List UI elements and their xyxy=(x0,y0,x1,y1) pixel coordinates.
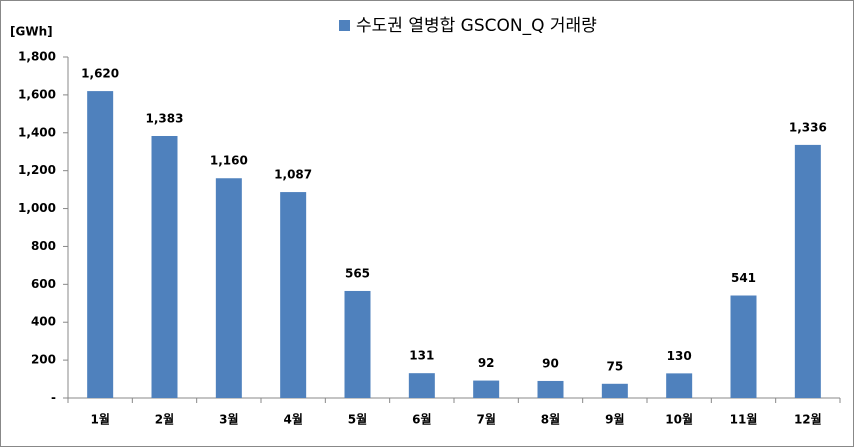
y-tick-label: 1,000 xyxy=(18,201,56,215)
x-tick-label: 11월 xyxy=(730,412,758,427)
y-tick-label: 200 xyxy=(31,353,56,367)
bar xyxy=(666,373,693,398)
y-tick-label: 1,800 xyxy=(18,50,56,64)
y-tick-label: - xyxy=(51,391,56,405)
legend-label: 수도권 열병합 GSCON_Q 거래량 xyxy=(356,16,597,36)
x-tick-label: 8월 xyxy=(541,412,560,427)
x-tick-label: 6월 xyxy=(412,412,431,427)
x-tick-label: 9월 xyxy=(605,412,624,427)
bar xyxy=(344,290,371,398)
y-tick-label: 1,200 xyxy=(18,163,56,177)
x-tick-label: 10월 xyxy=(665,412,693,427)
bar xyxy=(151,135,178,398)
x-tick-label: 2월 xyxy=(155,412,174,427)
bar xyxy=(215,178,242,398)
y-tick-label: 600 xyxy=(31,277,56,291)
value-label: 565 xyxy=(345,266,370,280)
legend-swatch xyxy=(339,20,350,31)
value-label: 90 xyxy=(542,356,559,370)
value-label: 1,383 xyxy=(146,111,184,125)
value-label: 1,160 xyxy=(210,154,248,168)
value-label: 130 xyxy=(667,349,692,363)
x-tick-label: 1월 xyxy=(90,412,109,427)
y-tick-label: 800 xyxy=(31,239,56,253)
value-label: 541 xyxy=(731,271,756,285)
x-tick-label: 7월 xyxy=(476,412,495,427)
y-tick-label: 400 xyxy=(31,315,56,329)
bar xyxy=(408,373,435,398)
y-tick-label: 1,600 xyxy=(18,87,56,101)
y-tick-label: 1,400 xyxy=(18,125,56,139)
x-tick-label: 4월 xyxy=(283,412,302,427)
bar xyxy=(794,144,821,398)
value-label: 92 xyxy=(478,356,495,370)
value-label: 1,620 xyxy=(81,67,119,81)
value-label: 131 xyxy=(409,349,434,363)
bar xyxy=(87,91,114,398)
value-label: 75 xyxy=(606,359,623,373)
x-tick-label: 5월 xyxy=(348,412,367,427)
bar xyxy=(730,295,757,398)
y-axis-label: [GWh] xyxy=(10,25,53,39)
value-label: 1,087 xyxy=(274,168,312,182)
bar xyxy=(537,380,564,398)
bar xyxy=(473,380,500,398)
value-label: 1,336 xyxy=(789,120,827,134)
x-tick-label: 3월 xyxy=(219,412,238,427)
x-tick-label: 12월 xyxy=(794,412,822,427)
bar xyxy=(601,383,628,398)
bar xyxy=(280,192,307,398)
